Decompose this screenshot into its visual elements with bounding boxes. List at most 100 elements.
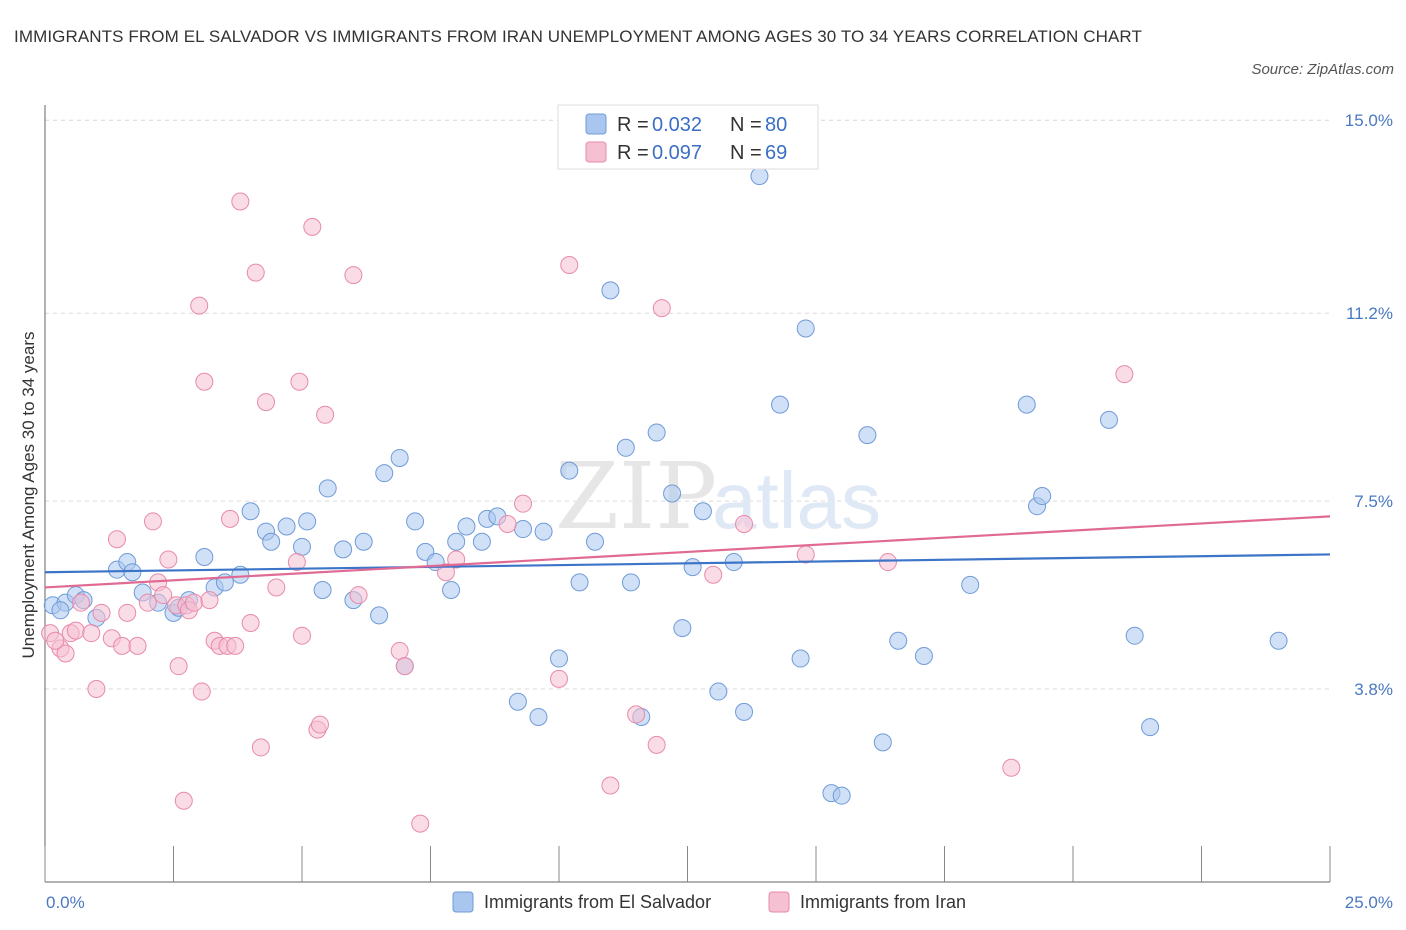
point-el-salvador-46 [570, 573, 589, 592]
chart-title: IMMIGRANTS FROM EL SALVADOR VS IMMIGRANT… [14, 27, 1142, 46]
point-el-salvador-71 [1017, 395, 1036, 414]
watermark: ZIP atlas [555, 443, 881, 550]
point-el-salvador-29 [390, 448, 409, 467]
point-iran-21 [174, 791, 193, 810]
point-iran-63 [735, 514, 754, 533]
point-el-salvador-34 [442, 580, 461, 599]
point-el-salvador-40 [508, 692, 527, 711]
point-iran-65 [878, 553, 897, 572]
x-tick-label-0: 0.0% [46, 893, 85, 912]
top-legend-r-value-2: 0.097 [652, 142, 702, 164]
point-el-salvador-55 [683, 558, 702, 577]
point-iran-28 [200, 591, 219, 610]
point-iran-36 [246, 263, 265, 282]
bottom-legend: Immigrants from El Salvador Immigrants f… [452, 891, 966, 913]
point-iran-62 [704, 565, 723, 584]
top-legend-swatch-iran [585, 141, 607, 163]
top-legend: R = 0.032 N = 80 R = 0.097 N = 69 [557, 104, 819, 170]
point-el-salvador-58 [735, 702, 754, 721]
point-el-salvador-26 [354, 532, 373, 551]
point-el-salvador-12 [195, 547, 214, 566]
bottom-legend-swatch-iran [768, 891, 790, 913]
y-tick-label-1: 7.5% [1354, 492, 1393, 511]
point-iran-67 [1115, 365, 1134, 384]
point-el-salvador-23 [318, 479, 337, 498]
point-iran-25 [190, 296, 209, 315]
bottom-legend-label-iran: Immigrants from Iran [800, 892, 966, 912]
point-iran-11 [113, 636, 132, 655]
point-el-salvador-53 [663, 484, 682, 503]
point-iran-60 [647, 735, 666, 754]
point-el-salvador-19 [277, 517, 296, 536]
point-iran-2 [56, 644, 75, 663]
bottom-legend-swatch-el-salvador [452, 891, 474, 913]
source-label: Source: ZipAtlas.com [1251, 61, 1394, 78]
point-el-salvador-24 [334, 540, 353, 559]
point-iran-15 [143, 512, 162, 531]
point-el-salvador-48 [601, 281, 620, 300]
point-iran-49 [390, 641, 409, 660]
point-iran-13 [128, 636, 147, 655]
top-legend-n-label-2: N = [730, 142, 762, 164]
point-el-salvador-27 [375, 464, 394, 483]
point-el-salvador-35 [447, 532, 466, 551]
point-iran-58 [601, 776, 620, 795]
point-iran-4 [66, 621, 85, 640]
y-ticks: 3.8% 7.5% 11.2% 15.0% [1345, 111, 1393, 699]
point-el-salvador-37 [472, 532, 491, 551]
point-iran-42 [293, 626, 311, 645]
point-el-salvador-18 [262, 532, 281, 551]
point-el-salvador-36 [457, 517, 476, 536]
point-el-salvador-54 [673, 619, 692, 638]
point-el-salvador-56 [693, 502, 712, 521]
point-el-salvador-61 [771, 395, 790, 414]
point-iran-10 [107, 530, 126, 549]
point-iran-61 [652, 299, 671, 318]
point-el-salvador-74 [1099, 410, 1118, 429]
point-el-salvador-57 [709, 682, 728, 701]
point-el-salvador-63 [796, 319, 815, 338]
bottom-legend-label-el-salvador: Immigrants from El Salvador [484, 892, 711, 912]
point-iran-7 [87, 680, 106, 699]
point-iran-37 [251, 738, 270, 757]
top-legend-n-value-2: 69 [765, 142, 787, 164]
point-el-salvador-79 [123, 563, 142, 582]
point-el-salvador-76 [1141, 718, 1160, 737]
top-legend-n-label-1: N = [730, 114, 762, 136]
point-iran-35 [241, 614, 260, 632]
point-iran-43 [303, 217, 322, 236]
point-iran-39 [267, 578, 286, 597]
point-el-salvador-43 [534, 522, 553, 541]
point-iran-48 [349, 586, 368, 605]
point-el-salvador-50 [621, 573, 640, 592]
y-tick-label-2: 11.2% [1346, 304, 1393, 323]
point-el-salvador-44 [550, 649, 568, 668]
point-iran-27 [195, 372, 214, 391]
trend-line-el-salvador [44, 553, 1331, 574]
top-legend-r-label-1: R = [617, 114, 649, 136]
point-el-salvador-22 [313, 580, 332, 599]
point-iran-51 [411, 814, 430, 833]
point-iran-32 [221, 509, 240, 528]
point-el-salvador-70 [961, 575, 980, 594]
point-el-salvador-21 [298, 512, 317, 531]
point-el-salvador-28 [370, 606, 389, 625]
top-legend-swatch-el-salvador [585, 113, 607, 135]
point-iran-47 [344, 266, 363, 285]
trend-line-iran [44, 515, 1331, 589]
point-iran-55 [514, 494, 533, 513]
point-iran-24 [185, 593, 204, 612]
top-legend-n-value-1: 80 [765, 114, 787, 136]
point-iran-41 [290, 372, 309, 391]
point-el-salvador-45 [560, 461, 579, 480]
point-iran-8 [92, 603, 111, 622]
point-iran-14 [138, 593, 157, 612]
x-ticks: 0.0% 25.0% [44, 846, 1393, 912]
point-iran-26 [192, 682, 211, 701]
point-iran-17 [154, 586, 173, 605]
point-el-salvador-47 [585, 532, 604, 551]
point-el-salvador-20 [293, 537, 311, 556]
point-el-salvador-66 [858, 426, 877, 445]
x-tick-label-1: 25.0% [1345, 893, 1393, 912]
point-el-salvador-49 [616, 438, 635, 457]
